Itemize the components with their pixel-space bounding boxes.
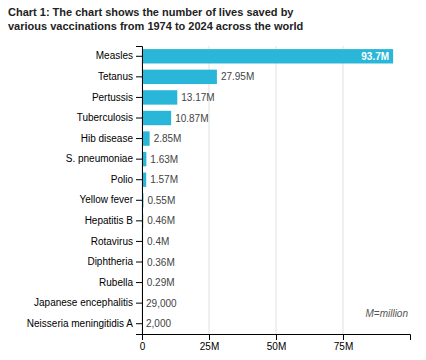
tick-mark — [136, 200, 142, 201]
tick-label: Hib disease — [81, 133, 134, 144]
tick: Measles — [96, 50, 142, 61]
data-label: 10.87M — [175, 113, 208, 124]
bar — [142, 111, 171, 125]
tick-mark — [136, 262, 142, 263]
tick: 75M — [334, 334, 353, 352]
data-label: 27.95M — [221, 71, 254, 82]
tick-label: Yellow fever — [79, 194, 133, 205]
tick: Neisseria meningitidis A — [27, 318, 142, 329]
tick-mark — [276, 334, 277, 340]
tick-mark — [136, 138, 142, 139]
tick: Rotavirus — [91, 236, 142, 247]
data-label: 0.55M — [147, 195, 175, 206]
title: Chart 1: The chart shows the number of l… — [8, 6, 303, 32]
tick-label: 25M — [200, 341, 219, 352]
tick-label: Measles — [96, 50, 133, 61]
tick-label: Rotavirus — [91, 236, 133, 247]
tick-mark — [136, 159, 142, 160]
tick-label: Rubella — [99, 277, 133, 288]
data-label: 93.7M — [361, 51, 389, 62]
chart: Chart 1: The chart shows the number of l… — [0, 0, 426, 360]
data-label: 1.57M — [150, 174, 178, 185]
grid — [142, 46, 343, 334]
tick: Hib disease — [81, 133, 142, 144]
tick-mark — [136, 118, 142, 119]
data-label: 29,000 — [146, 298, 177, 309]
data-label: 1.63M — [150, 154, 178, 165]
bar — [142, 70, 217, 84]
tick-label: 0 — [140, 341, 146, 352]
data-labels: 93.7M 27.95M 13.17M 10.87M 2.85M 1.63M 1.57M 0.… — [146, 51, 389, 329]
tick-label: S. pneumoniae — [66, 153, 134, 164]
tick-label: Pertussis — [92, 92, 133, 103]
tick: Tetanus — [98, 71, 142, 82]
data-label: 2.85M — [154, 133, 182, 144]
data-label: 0.36M — [147, 257, 175, 268]
data-label: 2,000 — [146, 318, 171, 329]
grid-line — [343, 46, 344, 334]
tick-label: 50M — [267, 341, 286, 352]
bar — [142, 49, 393, 63]
tick-mark — [136, 220, 142, 221]
y-axis: Measles Tetanus Pertussis Tuberculosis Hib d… — [27, 47, 143, 335]
tick: 25M — [200, 334, 219, 352]
bar — [142, 90, 177, 104]
tick-label: Tuberculosis — [77, 112, 133, 123]
bars — [142, 49, 393, 331]
tick: Pertussis — [92, 92, 142, 103]
grid-line — [276, 46, 277, 334]
annotation: M=million — [365, 308, 408, 319]
tick-mark — [136, 241, 142, 242]
tick: Japanese encephalitis — [34, 297, 142, 308]
data-label: 0.46M — [147, 215, 175, 226]
tick-label: Diphtheria — [87, 256, 133, 267]
tick-label: 75M — [334, 341, 353, 352]
data-label: 13.17M — [181, 92, 214, 103]
tick-mark — [209, 334, 210, 340]
axis-line — [136, 47, 143, 335]
tick: Polio — [111, 174, 142, 185]
tick-mark — [136, 76, 142, 77]
data-label: 0.29M — [147, 277, 175, 288]
tick-mark — [136, 323, 142, 324]
tick-label: Tetanus — [98, 71, 133, 82]
tick: Tuberculosis — [77, 112, 142, 123]
tick-mark — [136, 56, 142, 57]
grid-line — [209, 46, 210, 334]
tick-label: Hepatitis B — [85, 215, 134, 226]
plot: 0 25M 50M 75M Measles Tetanus Pertussis Tubercu… — [27, 46, 411, 352]
tick-mark — [136, 97, 142, 98]
tick: S. pneumoniae — [66, 153, 142, 164]
tick-mark — [136, 179, 142, 180]
bar — [142, 131, 150, 145]
tick: 50M — [267, 334, 286, 352]
tick-mark — [136, 303, 142, 304]
tick: Hepatitis B — [85, 215, 142, 226]
data-label: 0.4M — [147, 236, 169, 247]
tick: Yellow fever — [79, 194, 142, 205]
title-line: Chart 1: The chart shows the number of l… — [8, 6, 294, 18]
tick: Diphtheria — [87, 256, 142, 267]
title-line: various vaccinations from 1974 to 2024 a… — [8, 20, 303, 32]
tick-label: Japanese encephalitis — [34, 297, 133, 308]
axis-line — [143, 335, 411, 341]
tick: 0 — [140, 334, 146, 352]
x-axis: 0 25M 50M 75M — [140, 334, 411, 352]
tick: Rubella — [99, 277, 142, 288]
tick-label: Neisseria meningitidis A — [27, 318, 133, 329]
tick-mark — [136, 282, 142, 283]
tick-label: Polio — [111, 174, 134, 185]
tick-mark — [343, 334, 344, 340]
